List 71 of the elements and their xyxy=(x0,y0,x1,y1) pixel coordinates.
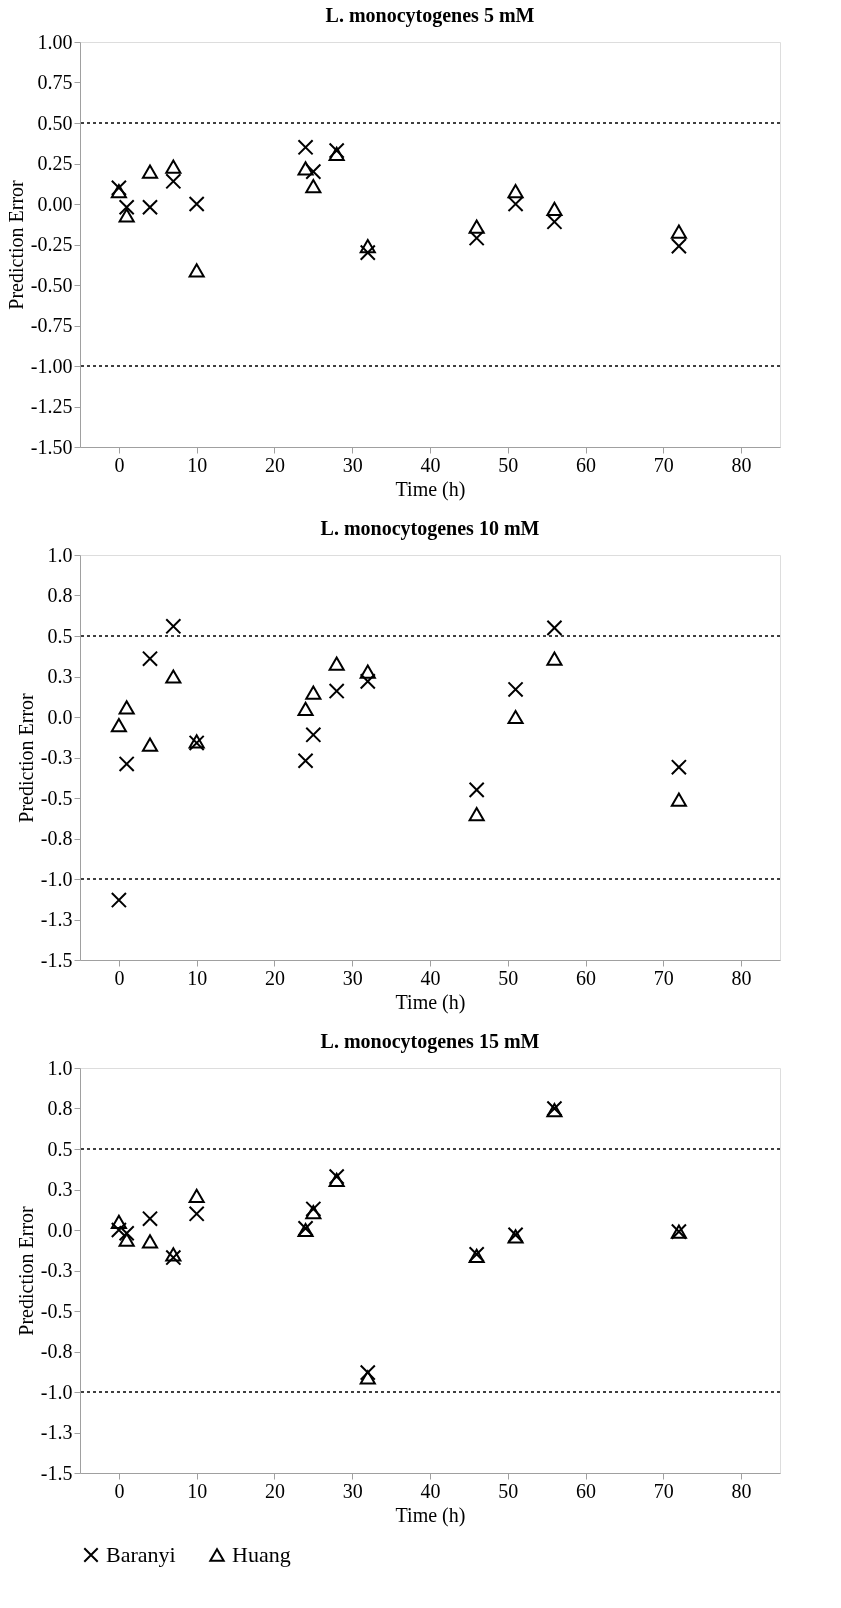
x-tick-label: 0 xyxy=(114,1479,125,1502)
y-tick-label: -0.8 xyxy=(40,827,73,849)
x-tick-label: 0 xyxy=(114,966,125,989)
y-tick-label: -1.00 xyxy=(30,354,73,377)
y-tick-label: 1.0 xyxy=(47,1056,73,1079)
y-tick-label: 0.75 xyxy=(37,71,73,93)
y-tick-label: -1.25 xyxy=(30,395,73,417)
x-axis-title: Time (h) xyxy=(395,477,466,501)
y-tick-label: -1.50 xyxy=(30,435,73,458)
x-tick-label: 40 xyxy=(420,453,441,476)
y-tick-label: 0.8 xyxy=(47,584,73,606)
y-tick-label: -0.8 xyxy=(40,1340,73,1362)
y-tick-label: 1.00 xyxy=(37,30,73,53)
x-tick-label: 50 xyxy=(498,453,519,476)
x-tick-label: 60 xyxy=(576,453,597,476)
x-axis-title: Time (h) xyxy=(395,1503,466,1527)
y-tick-label: 0.5 xyxy=(47,624,73,647)
x-tick-label: 20 xyxy=(264,1479,285,1502)
x-tick-label: 30 xyxy=(342,453,363,476)
x-tick-label: 50 xyxy=(498,1479,519,1502)
y-tick-label: 1.0 xyxy=(47,543,73,566)
x-tick-label: 70 xyxy=(653,453,674,476)
chart-title: L. monocytogenes 10 mM xyxy=(320,517,540,540)
x-tick-label: 80 xyxy=(731,1479,752,1502)
y-tick-label: 0.00 xyxy=(37,192,73,215)
y-tick-label: 0.0 xyxy=(47,1218,73,1241)
y-tick-label: 0.50 xyxy=(37,111,73,134)
y-tick-label: 0.3 xyxy=(47,665,73,687)
x-tick-label: 10 xyxy=(187,966,208,989)
y-tick-label: 0.25 xyxy=(37,152,73,174)
x-axis-title: Time (h) xyxy=(395,990,466,1014)
x-tick-label: 0 xyxy=(114,453,125,476)
y-tick-label: -1.5 xyxy=(40,1461,73,1484)
y-tick-label: -0.3 xyxy=(40,1259,73,1281)
x-tick-label: 60 xyxy=(576,1479,597,1502)
x-tick-label: 30 xyxy=(342,966,363,989)
x-tick-label: 20 xyxy=(264,453,285,476)
y-tick-label: -0.75 xyxy=(30,314,73,336)
x-tick-label: 50 xyxy=(498,966,519,989)
x-tick-label: 30 xyxy=(342,1479,363,1502)
y-axis-title: Prediction Error xyxy=(14,1205,37,1336)
y-axis-title: Prediction Error xyxy=(14,692,37,823)
y-tick-label: 0.5 xyxy=(47,1137,73,1160)
legend-label: Baranyi xyxy=(106,1542,176,1567)
x-tick-label: 80 xyxy=(731,453,752,476)
y-tick-label: -1.3 xyxy=(40,1421,73,1443)
y-tick-label: -1.0 xyxy=(40,867,73,890)
y-tick-label: 0.0 xyxy=(47,705,73,728)
x-tick-label: 10 xyxy=(187,1479,208,1502)
y-tick-label: -0.25 xyxy=(30,233,73,255)
x-tick-label: 80 xyxy=(731,966,752,989)
x-tick-label: 40 xyxy=(420,1479,441,1502)
chart-title: L. monocytogenes 15 mM xyxy=(320,1030,540,1053)
y-tick-label: 0.8 xyxy=(47,1097,73,1119)
x-tick-label: 10 xyxy=(187,453,208,476)
y-axis-title: Prediction Error xyxy=(4,179,27,310)
legend-label: Huang xyxy=(232,1542,291,1567)
x-tick-label: 40 xyxy=(420,966,441,989)
y-tick-label: 0.3 xyxy=(47,1178,73,1200)
chart-title: L. monocytogenes 5 mM xyxy=(325,4,535,27)
x-tick-label: 20 xyxy=(264,966,285,989)
x-tick-label: 70 xyxy=(653,966,674,989)
x-tick-label: 70 xyxy=(653,1479,674,1502)
y-tick-label: -0.3 xyxy=(40,746,73,768)
y-tick-label: -0.5 xyxy=(40,1299,73,1322)
y-tick-label: -0.50 xyxy=(30,273,73,296)
y-tick-label: -1.0 xyxy=(40,1380,73,1403)
x-tick-label: 60 xyxy=(576,966,597,989)
y-tick-label: -1.3 xyxy=(40,908,73,930)
y-tick-label: -1.5 xyxy=(40,948,73,971)
y-tick-label: -0.5 xyxy=(40,786,73,809)
